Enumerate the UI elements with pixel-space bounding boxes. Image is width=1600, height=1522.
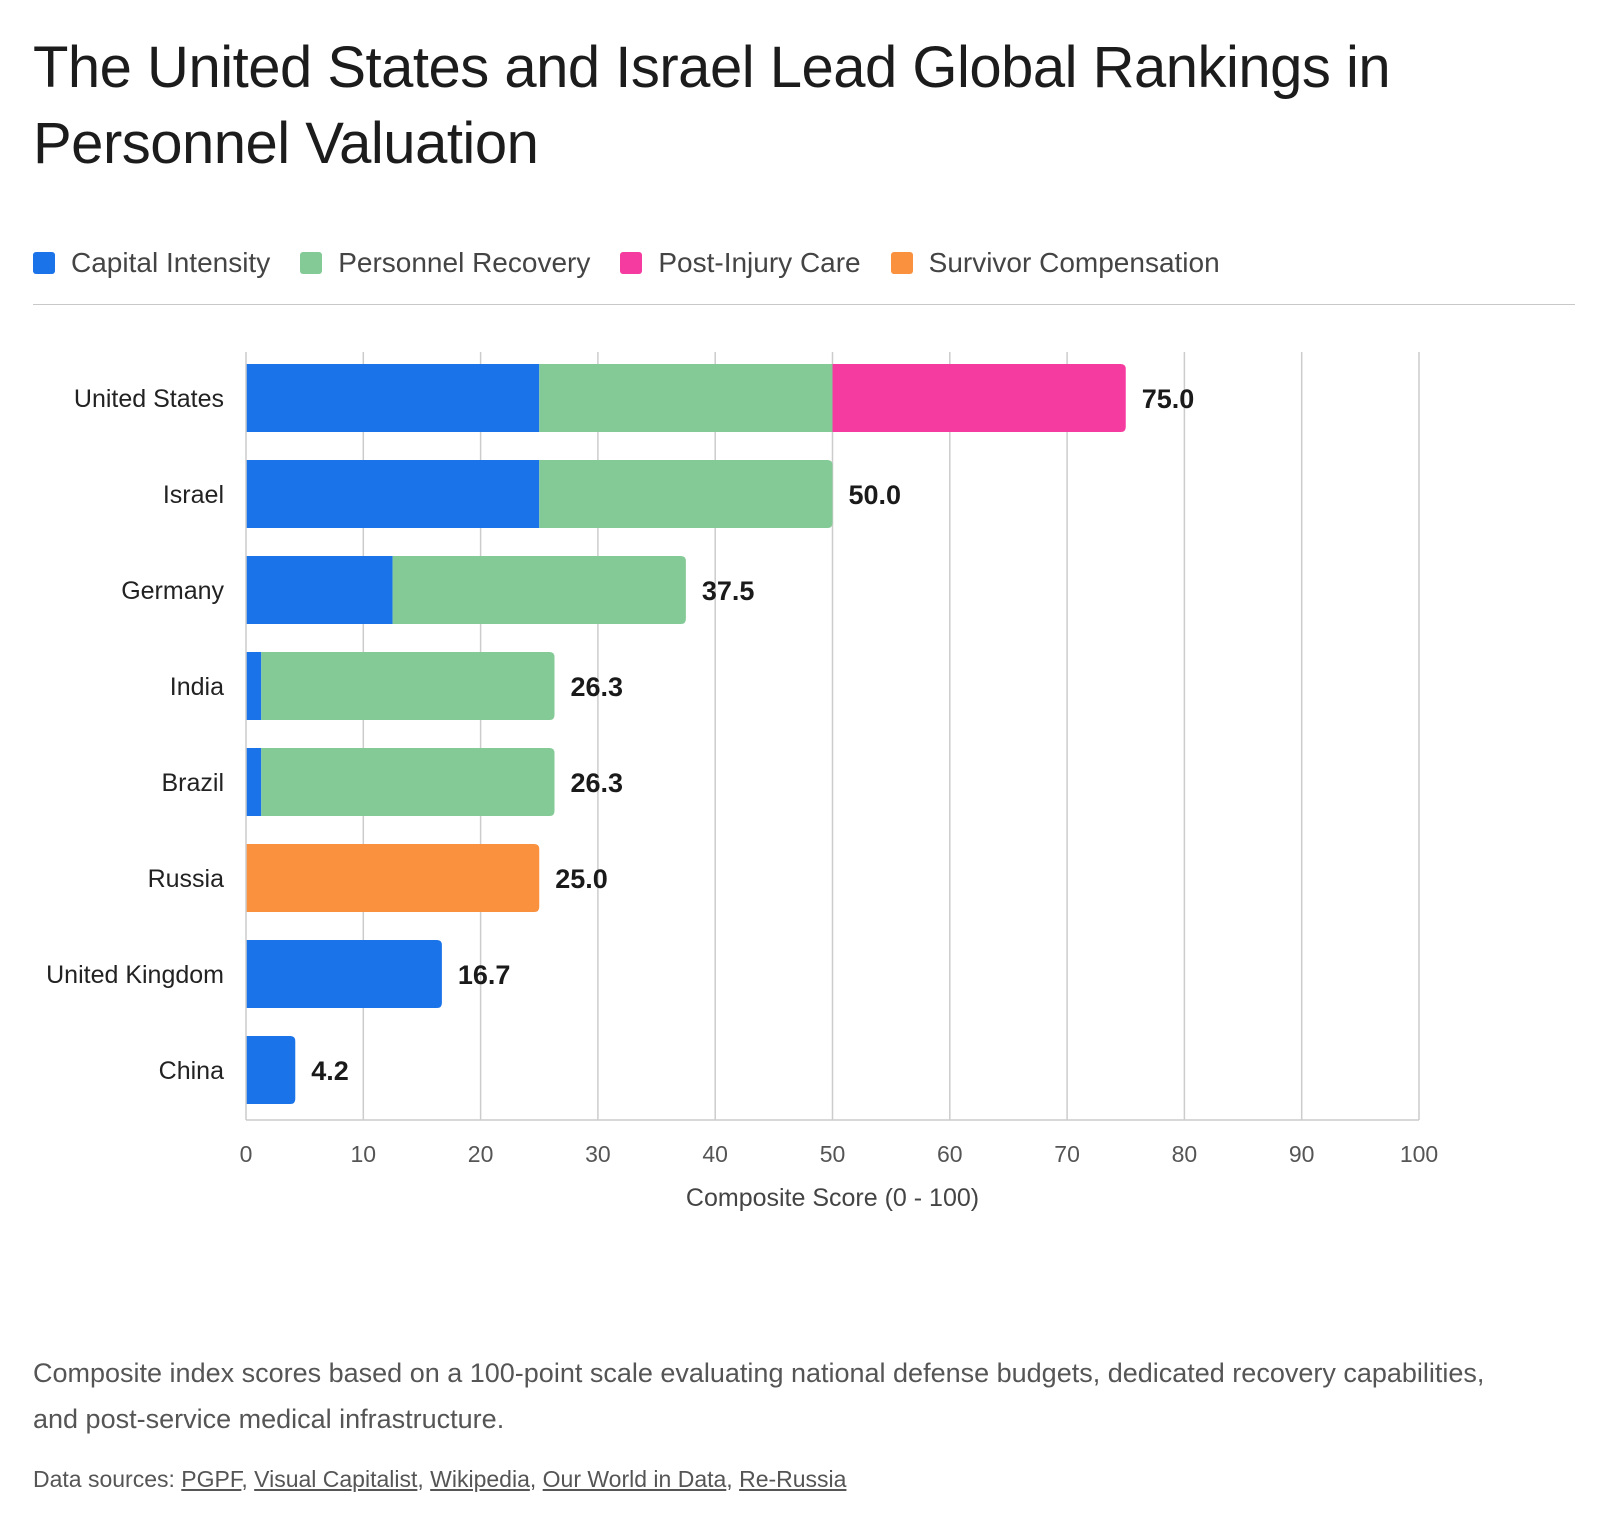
- legend-item-capital-intensity: Capital Intensity: [33, 247, 270, 279]
- total-label-united-states: 75.0: [1142, 384, 1195, 414]
- legend-swatch: [300, 252, 323, 274]
- x-tick-label-0: 0: [240, 1141, 253, 1167]
- bar-israel-personnel-recovery: [539, 460, 833, 528]
- source-link-wikipedia[interactable]: Wikipedia: [430, 1466, 530, 1492]
- x-tick-label-10: 10: [351, 1141, 377, 1167]
- bar-china-capital-intensity: [246, 1036, 296, 1104]
- category-label-china: China: [159, 1057, 224, 1085]
- legend-swatch: [620, 252, 643, 274]
- bar-brazil-personnel-recovery: [261, 748, 555, 816]
- legend-item-personnel-recovery: Personnel Recovery: [300, 247, 590, 279]
- data-sources: Data sources: PGPF, Visual Capitalist, W…: [33, 1466, 846, 1493]
- total-label-china: 4.2: [311, 1056, 349, 1086]
- x-tick-label-20: 20: [468, 1141, 494, 1167]
- legend-swatch: [33, 252, 55, 274]
- category-label-united-states: United States: [74, 385, 224, 413]
- category-label-brazil: Brazil: [161, 769, 224, 797]
- bar-india-personnel-recovery: [261, 652, 555, 720]
- bar-germany-personnel-recovery: [392, 556, 686, 624]
- x-tick-label-70: 70: [1054, 1141, 1080, 1167]
- category-label-united-kingdom: United Kingdom: [46, 961, 224, 989]
- legend-item-survivor-compensation: Survivor Compensation: [890, 247, 1220, 279]
- chart-legend: Capital Intensity Personnel Recovery Post-…: [33, 247, 1250, 279]
- source-separator: ,: [726, 1466, 740, 1492]
- source-link-our-world-in-data[interactable]: Our World in Data: [542, 1466, 727, 1492]
- x-tick-label-30: 30: [585, 1141, 611, 1167]
- legend-label: Personnel Recovery: [338, 247, 591, 278]
- total-label-brazil: 26.3: [570, 768, 623, 798]
- source-link-pgpf[interactable]: PGPF: [181, 1466, 242, 1492]
- x-tick-label-80: 80: [1172, 1141, 1198, 1167]
- bar-brazil-capital-intensity: [246, 748, 262, 816]
- source-link-re-russia[interactable]: Re-Russia: [739, 1466, 847, 1492]
- legend-item-post-injury-care: Post-Injury Care: [620, 247, 861, 279]
- source-link-visual-capitalist[interactable]: Visual Capitalist: [254, 1466, 418, 1492]
- legend-label: Post-Injury Care: [658, 247, 861, 278]
- category-label-russia: Russia: [148, 865, 225, 893]
- category-label-israel: Israel: [163, 481, 224, 509]
- x-tick-label-60: 60: [937, 1141, 963, 1167]
- bar-israel-capital-intensity: [246, 460, 540, 528]
- bar-india-capital-intensity: [246, 652, 262, 720]
- legend-label: Survivor Compensation: [928, 247, 1220, 278]
- total-label-russia: 25.0: [555, 864, 608, 894]
- stacked-bar-chart: United States 75.0 Israel 50.0 Germany 37.5 In…: [46, 352, 1438, 1212]
- legend-swatch: [890, 252, 913, 274]
- bar-united-kingdom-capital-intensity: [246, 940, 442, 1008]
- x-tick-label-90: 90: [1289, 1141, 1315, 1167]
- total-label-india: 26.3: [570, 672, 623, 702]
- chart-title: The United States and Israel Lead Global…: [33, 35, 1391, 176]
- total-label-germany: 37.5: [702, 576, 755, 606]
- category-label-germany: Germany: [121, 577, 224, 605]
- x-tick-label-100: 100: [1400, 1141, 1438, 1167]
- total-label-united-kingdom: 16.7: [458, 960, 511, 990]
- bar-united-states-personnel-recovery: [539, 364, 833, 432]
- x-tick-label-40: 40: [702, 1141, 728, 1167]
- x-axis-title: Composite Score (0 - 100): [686, 1184, 979, 1212]
- bar-united-states-capital-intensity: [246, 364, 540, 432]
- total-label-israel: 50.0: [849, 480, 902, 510]
- category-label-india: India: [170, 673, 224, 701]
- source-separator: ,: [417, 1466, 431, 1492]
- chart-note: Composite index scores based on a 100-po…: [33, 1358, 1485, 1434]
- source-separator: ,: [241, 1466, 255, 1492]
- legend-label: Capital Intensity: [71, 247, 271, 278]
- bar-germany-capital-intensity: [246, 556, 393, 624]
- legend-divider: [33, 304, 1575, 305]
- sources-prefix: Data sources:: [33, 1466, 182, 1492]
- bar-united-states-post-injury-care: [832, 364, 1126, 432]
- bar-russia-survivor-compensation: [246, 844, 540, 912]
- source-separator: ,: [529, 1466, 543, 1492]
- x-tick-label-50: 50: [820, 1141, 846, 1167]
